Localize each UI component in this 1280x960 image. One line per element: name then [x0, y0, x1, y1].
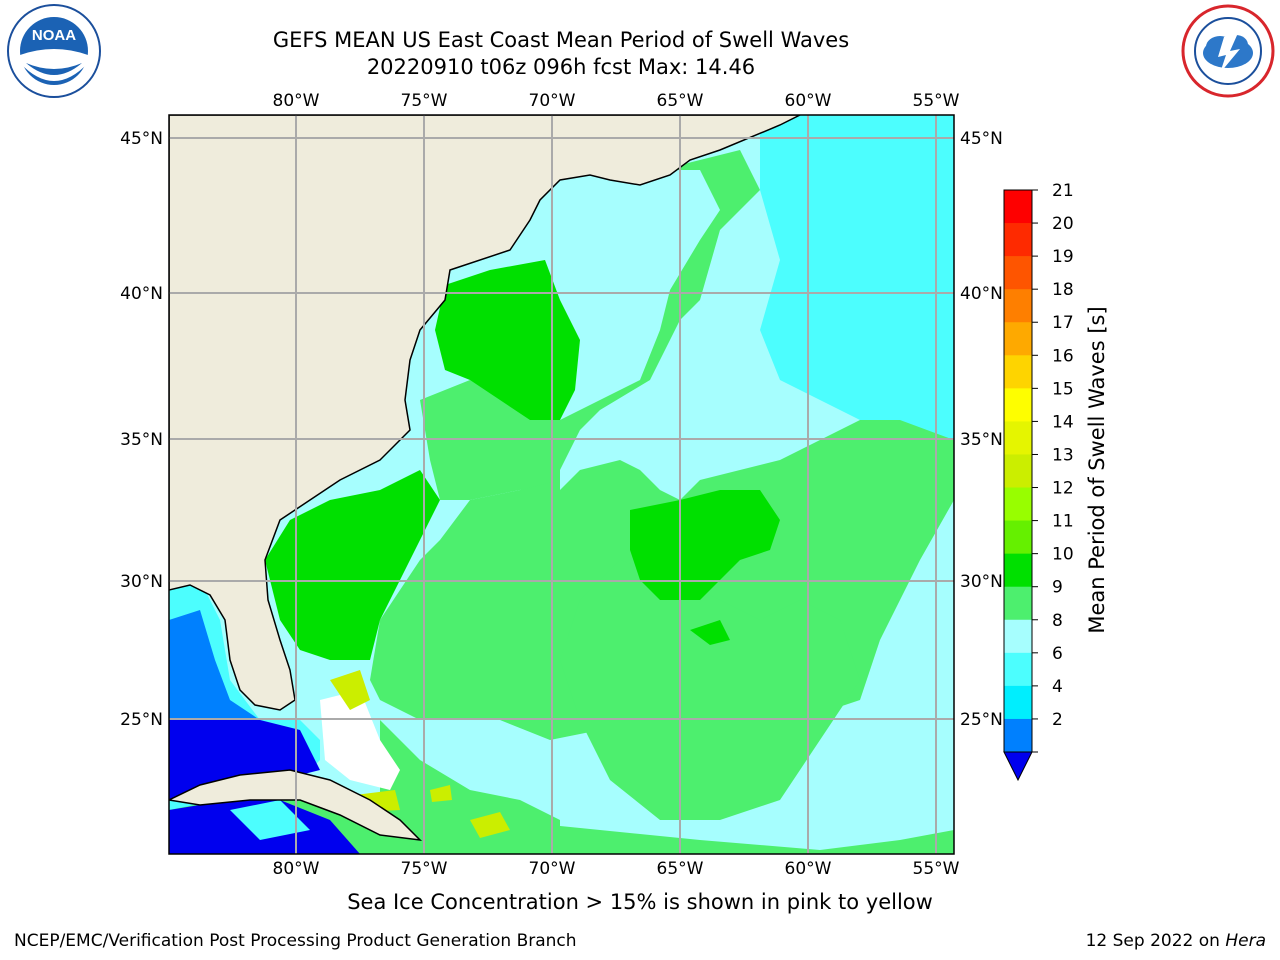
colorbar-tick-label: 9 — [1052, 578, 1063, 598]
colorbar-swatch — [1004, 421, 1032, 455]
lat-label-left: 40°N — [120, 284, 163, 304]
lon-label-bottom: 70°W — [529, 859, 576, 879]
lat-label-right: 45°N — [960, 129, 1003, 149]
colorbar-swatch — [1004, 388, 1032, 422]
footer-right: 12 Sep 2022 on Hera — [1086, 931, 1266, 951]
colorbar-swatch — [1004, 355, 1032, 389]
lat-label-right: 25°N — [960, 710, 1003, 730]
colorbar-swatch — [1004, 487, 1032, 522]
lat-label-left: 30°N — [120, 572, 163, 592]
colorbar-tick-label: 20 — [1052, 214, 1074, 234]
colorbar-tick-label: 12 — [1052, 479, 1074, 499]
lon-label-bottom: 60°W — [785, 859, 832, 879]
colorbar-swatch — [1004, 289, 1032, 323]
colorbar-swatch — [1004, 256, 1032, 290]
colorbar-label: Mean Period of Swell Waves [s] — [1085, 306, 1109, 634]
lon-label-top: 60°W — [785, 91, 832, 111]
colorbar-swatch — [1004, 190, 1032, 224]
colorbar-swatch — [1004, 685, 1032, 720]
colorbar-tick-label: 8 — [1052, 611, 1063, 631]
lat-label-left: 45°N — [120, 129, 163, 149]
lat-label-left: 25°N — [120, 710, 163, 730]
colorbar-swatch — [1004, 553, 1032, 588]
colorbar-tick-label: 18 — [1052, 280, 1074, 300]
colorbar-tick-label: 17 — [1052, 313, 1074, 333]
colorbar-tick-label: 11 — [1052, 512, 1074, 532]
colorbar-swatch — [1004, 586, 1032, 621]
lat-label-left: 35°N — [120, 430, 163, 450]
colorbar-tick-label: 19 — [1052, 247, 1074, 267]
colorbar-swatch — [1004, 454, 1032, 489]
colorbar-tick-label: 6 — [1052, 644, 1063, 664]
colorbar-frame — [1003, 189, 1033, 753]
lon-label-top: 80°W — [273, 91, 320, 111]
noaa-logo: NOAA — [7, 4, 101, 98]
noaa-logo-text: NOAA — [32, 27, 76, 44]
colorbar-tick-label: 2 — [1052, 710, 1063, 730]
chart-subtitle: 20220910 t06z 096h fcst Max: 14.46 — [366, 55, 756, 79]
colorbar-tick-label: 10 — [1052, 545, 1074, 565]
footer-left: NCEP/EMC/Verification Post Processing Pr… — [14, 931, 577, 951]
lon-label-top: 65°W — [657, 91, 704, 111]
colorbar-under-arrow — [1003, 751, 1033, 782]
lon-label-bottom: 75°W — [401, 859, 448, 879]
nws-logo — [1181, 4, 1275, 98]
colorbar-tick-label: 15 — [1052, 379, 1074, 399]
sea-ice-note: Sea Ice Concentration > 15% is shown in … — [347, 890, 933, 914]
lat-label-right: 35°N — [960, 430, 1003, 450]
lon-label-top: 55°W — [913, 91, 960, 111]
footer-machine: Hera — [1225, 931, 1266, 951]
colorbar-swatch — [1004, 718, 1032, 753]
colorbar-tick-label: 4 — [1052, 677, 1063, 697]
map-frame — [168, 114, 955, 855]
colorbar-swatch — [1004, 520, 1032, 555]
colorbar-tick-label: 21 — [1052, 181, 1074, 201]
colorbar-tick-label: 13 — [1052, 445, 1074, 465]
lon-label-top: 70°W — [529, 91, 576, 111]
lon-label-bottom: 65°W — [657, 859, 704, 879]
colorbar: 21 20 19 18 17 16 15 14 13 12 11 10 9 8 6 4 2 — [1003, 181, 1074, 782]
lon-label-bottom: 80°W — [273, 859, 320, 879]
grid-lines — [169, 115, 954, 854]
lat-label-right: 30°N — [960, 572, 1003, 592]
colorbar-tick-label: 14 — [1052, 412, 1074, 432]
lat-label-right: 40°N — [960, 284, 1003, 304]
chart-title: GEFS MEAN US East Coast Mean Period of S… — [272, 28, 850, 52]
land-mask — [169, 115, 801, 842]
footer-date: 12 Sep 2022 on — [1085, 931, 1226, 951]
colorbar-swatch — [1004, 223, 1032, 257]
colorbar-swatch — [1004, 322, 1032, 356]
colorbar-swatch — [1004, 619, 1032, 654]
lon-label-bottom: 55°W — [913, 859, 960, 879]
lon-label-top: 75°W — [401, 91, 448, 111]
colorbar-tick-label: 16 — [1052, 346, 1074, 366]
colorbar-swatch — [1004, 652, 1032, 687]
